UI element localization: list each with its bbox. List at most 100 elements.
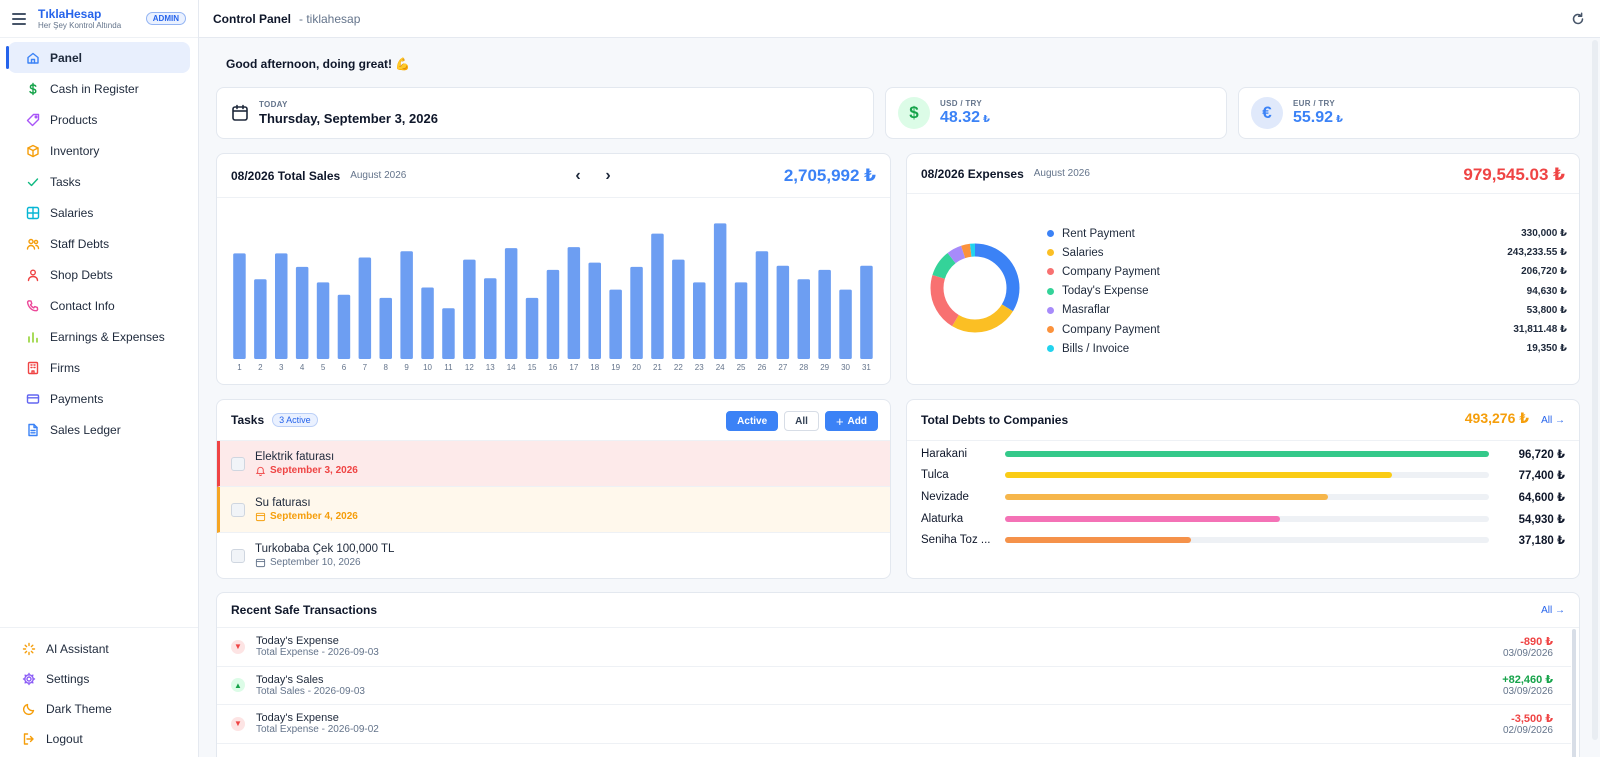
- task-row[interactable]: Turkobaba Çek 100,000 TL September 10, 2…: [217, 533, 890, 578]
- sales-bar[interactable]: [504, 248, 518, 359]
- task-checkbox[interactable]: [231, 548, 245, 563]
- donut-slice[interactable]: [930, 243, 1020, 333]
- sales-bar[interactable]: [630, 266, 643, 359]
- sales-bar[interactable]: [672, 259, 685, 359]
- prev-month-button[interactable]: ‹: [575, 167, 581, 184]
- sidebar-item-salaries[interactable]: Salaries: [8, 197, 190, 228]
- sales-bar[interactable]: [567, 247, 581, 359]
- sidebar-item-settings[interactable]: Settings: [0, 664, 198, 694]
- sales-bar[interactable]: [463, 259, 476, 359]
- sidebar-item-firms[interactable]: Firms: [8, 352, 190, 383]
- debt-amount: 54,930 ₺: [1518, 513, 1565, 526]
- sales-bar[interactable]: [295, 266, 309, 359]
- debts-all-link[interactable]: All →: [1541, 414, 1565, 426]
- x-tick-label: 31: [862, 363, 871, 372]
- legend-value: 206,720 ₺: [1521, 266, 1567, 278]
- sales-bar[interactable]: [609, 289, 622, 359]
- transaction-title: Today's Expense: [256, 712, 339, 725]
- sidebar-item-dark-theme[interactable]: Dark Theme: [0, 694, 198, 724]
- grid-icon: [26, 206, 40, 220]
- debt-row[interactable]: Harakani 96,720 ₺: [907, 443, 1579, 465]
- debt-company: Alaturka: [921, 512, 964, 525]
- sales-bar[interactable]: [400, 251, 413, 359]
- sidebar-item-cash-in-register[interactable]: Cash in Register: [8, 73, 190, 104]
- sales-bar[interactable]: [839, 289, 852, 359]
- recent-all-link[interactable]: All →: [1541, 604, 1565, 616]
- sales-bar[interactable]: [316, 282, 330, 359]
- sidebar-item-inventory[interactable]: Inventory: [8, 135, 190, 166]
- task-checkbox[interactable]: [231, 456, 245, 471]
- sales-bar[interactable]: [421, 287, 434, 359]
- sidebar-item-panel[interactable]: Panel: [6, 42, 190, 73]
- legend-value: 94,630 ₺: [1526, 285, 1567, 297]
- sales-bar[interactable]: [797, 279, 811, 359]
- add-task-button[interactable]: + Add: [824, 411, 878, 431]
- debt-row[interactable]: Seniha Toz ... 37,180 ₺: [907, 529, 1579, 551]
- transaction-row[interactable]: ▼ Today's Expense Total Expense - 2026-0…: [217, 628, 1571, 667]
- legend-dot: [1047, 287, 1054, 295]
- sales-bar[interactable]: [713, 223, 727, 359]
- filter-all-button[interactable]: All: [784, 411, 819, 431]
- sidebar-item-contact-info[interactable]: Contact Info: [8, 290, 190, 321]
- sales-bar[interactable]: [525, 297, 539, 359]
- donut-slice[interactable]: [930, 243, 1020, 333]
- sidebar-item-products[interactable]: Products: [8, 104, 190, 135]
- x-tick-label: 21: [653, 363, 662, 372]
- debt-row[interactable]: Tulca 77,400 ₺: [907, 465, 1579, 487]
- sidebar-item-tasks[interactable]: Tasks: [8, 166, 190, 197]
- sidebar-item-ai-assistant[interactable]: AI Assistant: [0, 634, 198, 664]
- sales-bar[interactable]: [693, 282, 706, 359]
- debt-amount: 77,400 ₺: [1518, 470, 1565, 483]
- donut-slice[interactable]: [930, 243, 1020, 333]
- transaction-row[interactable]: ▲ Today's Sales Total Sales - 2026-09-03…: [217, 667, 1571, 705]
- sales-bar[interactable]: [337, 294, 351, 359]
- scrollbar[interactable]: [1572, 629, 1576, 757]
- x-tick-label: 27: [778, 363, 787, 372]
- sidebar-item-sales-ledger[interactable]: Sales Ledger: [8, 414, 190, 445]
- sales-bar[interactable]: [358, 257, 372, 360]
- sales-bar[interactable]: [588, 262, 602, 359]
- transaction-row[interactable]: ▼ Today's Expense Total Expense - 2026-0…: [217, 705, 1571, 744]
- sales-bar[interactable]: [254, 279, 267, 359]
- today-card: TODAY Thursday, September 3, 2026: [216, 87, 874, 139]
- filter-active-button[interactable]: Active: [726, 411, 779, 431]
- box-icon: [26, 144, 40, 158]
- sales-bar[interactable]: [818, 269, 831, 359]
- sidebar-item-logout[interactable]: Logout: [0, 724, 198, 754]
- transaction-date: 03/09/2026: [1502, 686, 1553, 698]
- task-checkbox[interactable]: [231, 502, 245, 517]
- arrow-up-icon: ▲: [231, 678, 245, 693]
- menu-icon[interactable]: [12, 12, 26, 25]
- sales-bar[interactable]: [776, 265, 790, 359]
- brand-name: TıklaHesap: [38, 6, 102, 21]
- tasks-header: Tasks 3 Active Active All + Add: [217, 400, 890, 441]
- sales-bar[interactable]: [651, 233, 664, 359]
- refresh-icon[interactable]: [1570, 11, 1586, 27]
- sales-bar[interactable]: [233, 253, 246, 359]
- sales-bar[interactable]: [860, 265, 873, 359]
- sales-bar[interactable]: [546, 269, 560, 359]
- sales-bar[interactable]: [275, 253, 288, 359]
- task-row[interactable]: Su faturası September 4, 2026: [217, 487, 890, 533]
- phone-icon: [26, 299, 40, 313]
- calendar-icon: [255, 558, 266, 568]
- debt-amount: 37,180 ₺: [1518, 535, 1565, 548]
- next-month-button[interactable]: ›: [605, 167, 611, 184]
- page-scrollbar[interactable]: [1592, 40, 1598, 740]
- legend-value: 243,233.55 ₺: [1507, 247, 1567, 259]
- sidebar-item-shop-debts[interactable]: Shop Debts: [8, 259, 190, 290]
- x-tick-label: 3: [279, 363, 284, 372]
- transaction-amount: +82,460 ₺: [1502, 674, 1553, 687]
- task-row[interactable]: Elektrik faturası September 3, 2026: [217, 441, 890, 487]
- sidebar-item-earnings-expenses[interactable]: Earnings & Expenses: [8, 321, 190, 352]
- sidebar-item-staff-debts[interactable]: Staff Debts: [8, 228, 190, 259]
- sales-bar[interactable]: [734, 282, 748, 359]
- x-tick-label: 8: [384, 363, 389, 372]
- sidebar-item-payments[interactable]: Payments: [8, 383, 190, 414]
- sales-bar[interactable]: [442, 308, 455, 359]
- sales-bar[interactable]: [484, 278, 497, 359]
- sales-bar[interactable]: [755, 251, 769, 359]
- debt-row[interactable]: Nevizade 64,600 ₺: [907, 486, 1579, 508]
- sales-bar[interactable]: [379, 297, 393, 359]
- debt-row[interactable]: Alaturka 54,930 ₺: [907, 508, 1579, 530]
